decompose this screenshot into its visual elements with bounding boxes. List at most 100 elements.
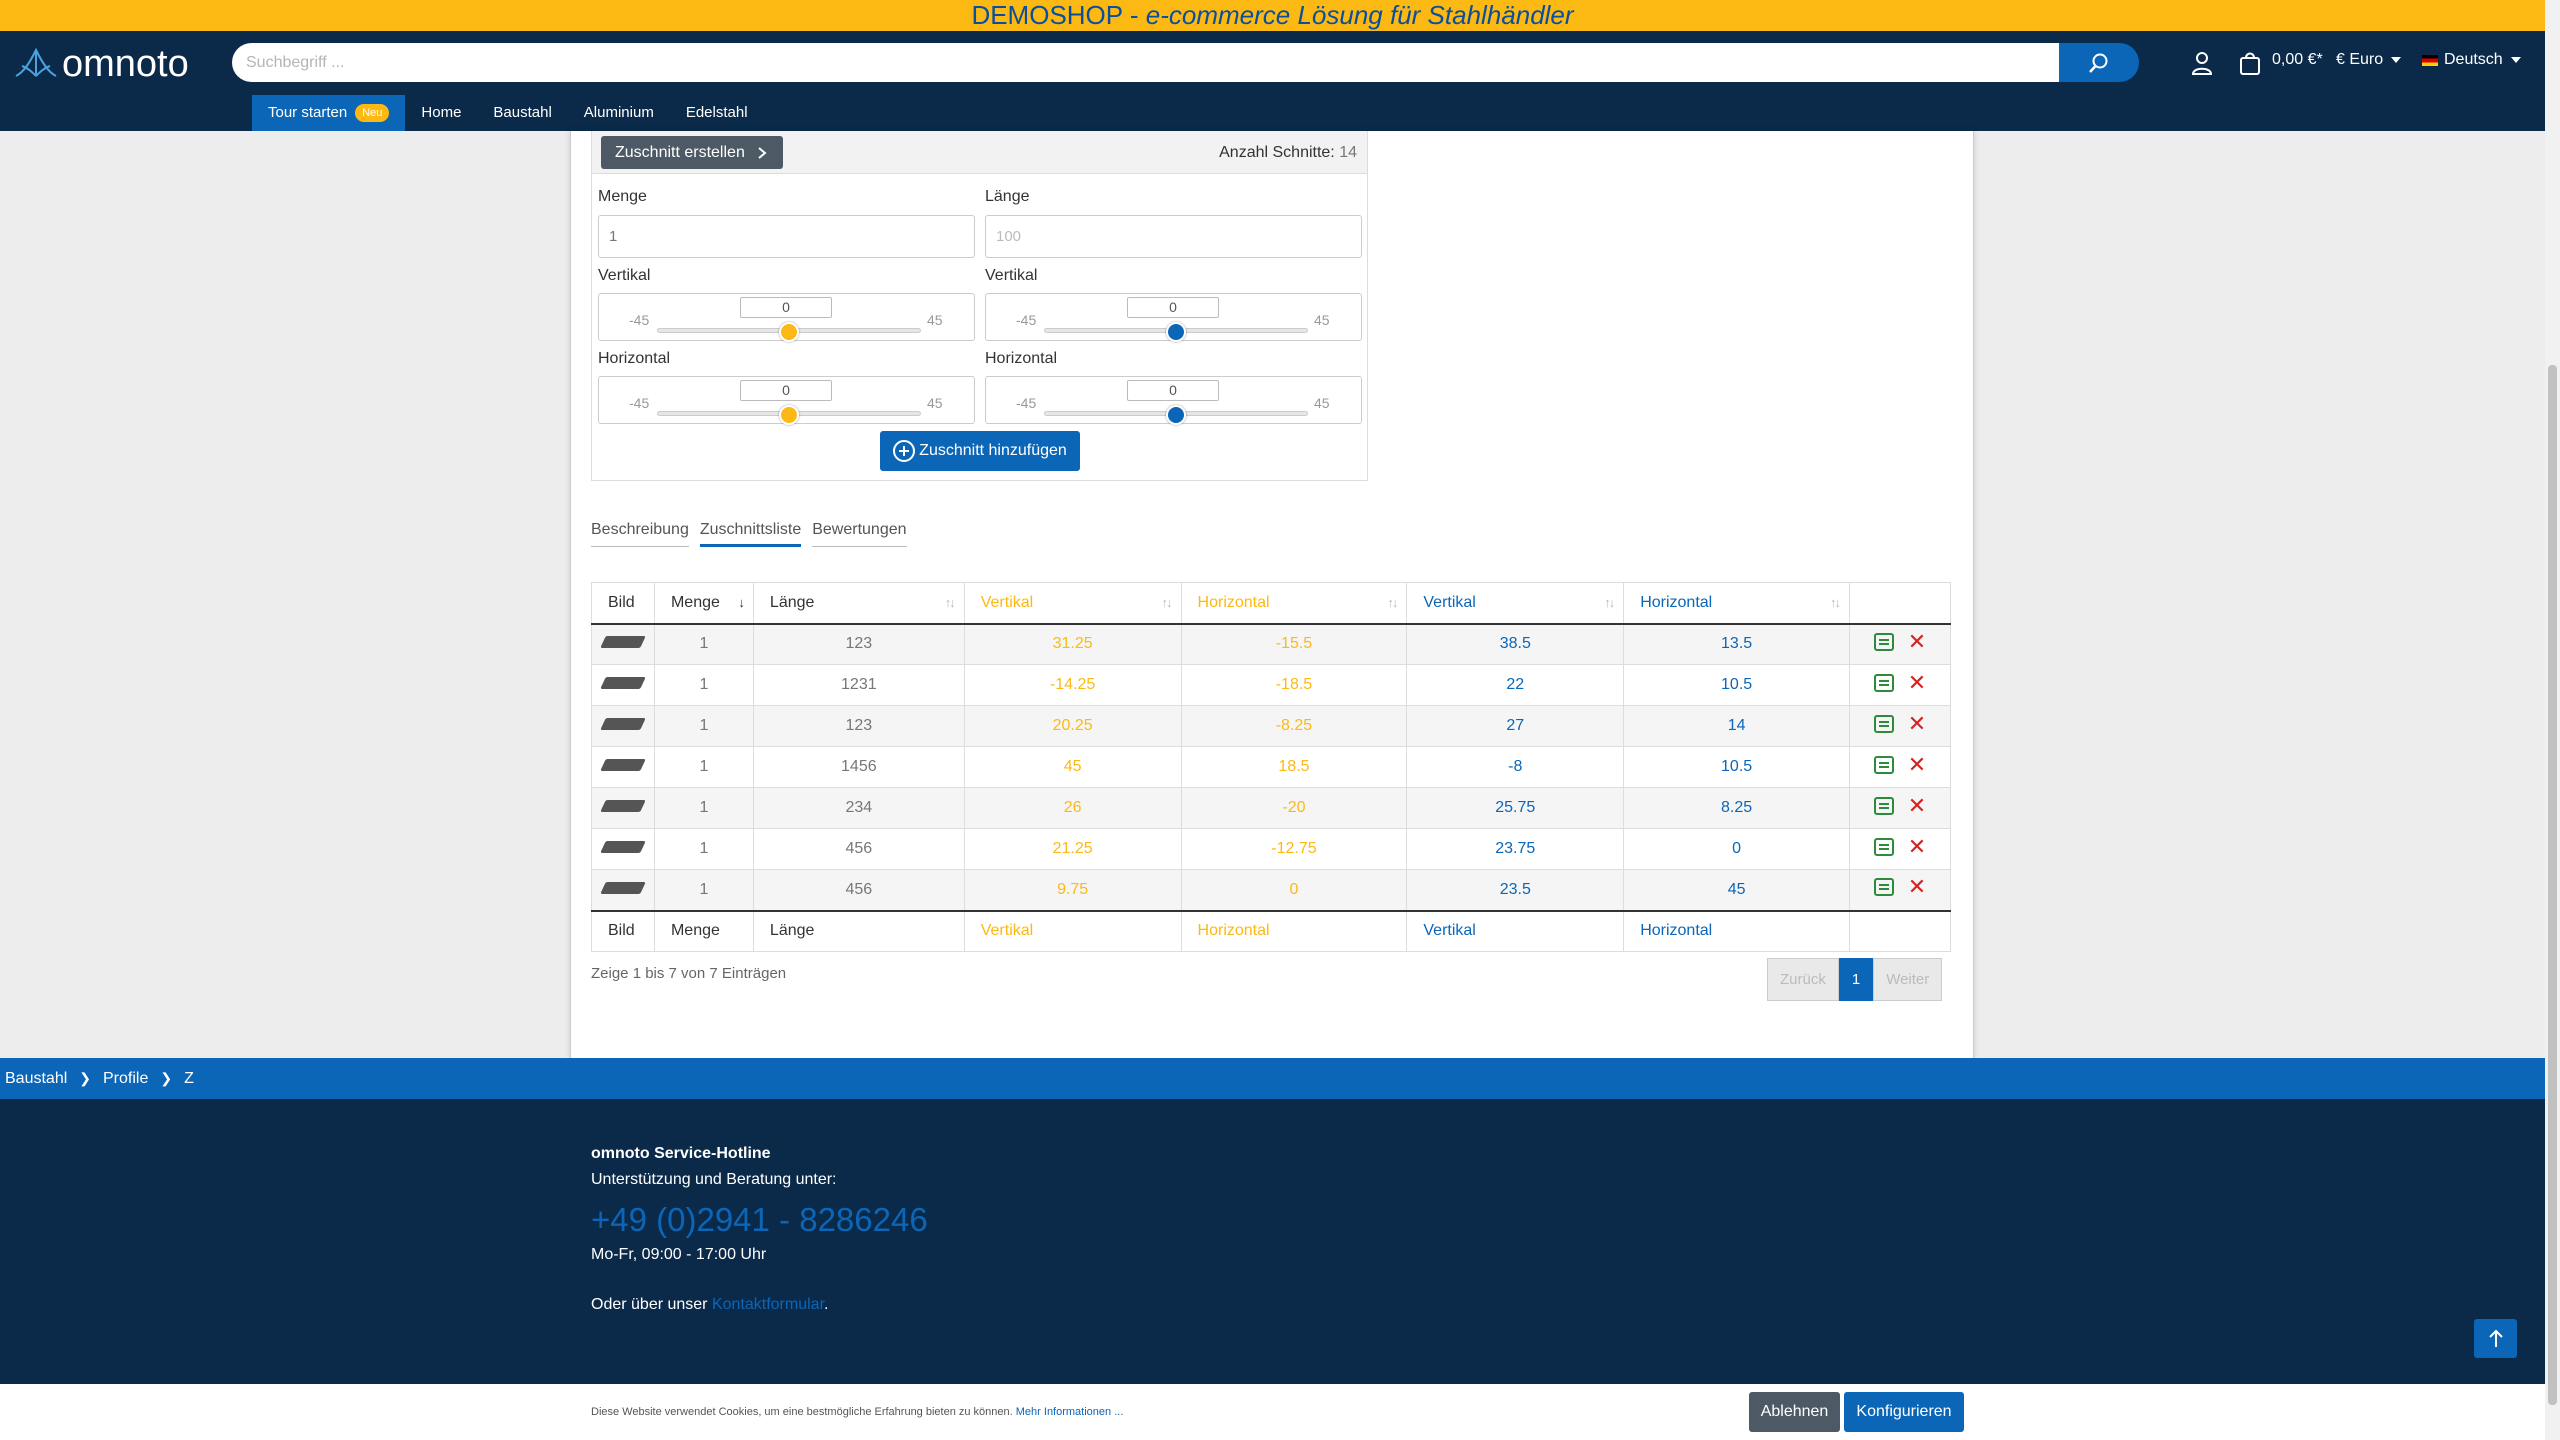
search-button[interactable] xyxy=(2059,43,2139,82)
nav-item-aluminium[interactable]: Aluminium xyxy=(583,104,654,121)
column-header-menge[interactable]: Menge ↓ xyxy=(653,582,754,625)
nav-item-edelstahl[interactable]: Edelstahl xyxy=(685,104,748,121)
column-header-laenge[interactable]: Länge ↑↓ xyxy=(752,582,965,625)
quantity-label: Menge xyxy=(598,188,647,205)
german-flag-icon xyxy=(2422,54,2438,66)
pager-next[interactable]: Weiter xyxy=(1873,958,1943,1001)
slider-value[interactable]: 0 xyxy=(740,297,832,318)
slider-min: -45 xyxy=(629,395,650,411)
right-vertical-slider[interactable]: -45 0 45 xyxy=(985,293,1362,342)
contact-form-link[interactable]: Kontaktformular xyxy=(711,1296,825,1313)
add-cut-button[interactable]: Zuschnitt hinzufügen xyxy=(880,431,1080,471)
edit-icon[interactable] xyxy=(1873,878,1894,897)
slider-handle[interactable] xyxy=(779,322,799,342)
slider-value[interactable]: 0 xyxy=(1127,297,1219,318)
table-cell: -18.5 xyxy=(1180,664,1408,706)
cookie-more-info-link[interactable]: Mehr Informationen ... xyxy=(1015,1406,1124,1418)
search-input[interactable] xyxy=(232,43,2059,82)
table-cell: 1 xyxy=(653,869,754,911)
quantity-input[interactable] xyxy=(598,215,975,258)
slider-value[interactable]: 0 xyxy=(740,380,832,401)
logo-text: omnoto xyxy=(62,42,189,85)
slider-value[interactable]: 0 xyxy=(1127,380,1219,401)
currency-select[interactable]: € Euro xyxy=(2336,51,2402,69)
table-cell: 456 xyxy=(752,869,965,911)
column-header-vertikal-right[interactable]: Vertikal ↑↓ xyxy=(1406,582,1625,625)
edit-icon[interactable] xyxy=(1873,796,1894,815)
slider-handle[interactable] xyxy=(1166,405,1186,425)
pager-page-1[interactable]: 1 xyxy=(1838,958,1874,1001)
footer-horizontal-left: Horizontal xyxy=(1180,909,1408,952)
delete-icon[interactable]: ✕ xyxy=(1907,833,1927,859)
edit-icon[interactable] xyxy=(1873,714,1894,733)
left-vertical-slider[interactable]: -45 0 45 xyxy=(598,293,975,342)
nav-item-baustahl[interactable]: Baustahl xyxy=(493,104,552,121)
scrollbar-thumb[interactable] xyxy=(2548,365,2557,1405)
delete-icon[interactable]: ✕ xyxy=(1907,751,1927,777)
cart-amount[interactable]: 0,00 €* xyxy=(2272,51,2323,68)
table-cell: 9.75 xyxy=(963,869,1182,911)
cut-count-value: 14 xyxy=(1339,144,1357,161)
pager-prev[interactable]: Zurück xyxy=(1767,958,1839,1001)
configure-cookies-button[interactable]: Konfigurieren xyxy=(1844,1392,1964,1432)
length-input[interactable] xyxy=(985,215,1362,258)
breadcrumb-baustahl[interactable]: Baustahl xyxy=(5,1069,68,1087)
tab-zuschnittsliste[interactable]: Zuschnittsliste xyxy=(699,521,802,547)
configurator-header: Zuschnitt erstellen Anzahl Schnitte: 14 xyxy=(592,131,1367,174)
site-footer: omnoto Service-Hotline Unterstützung und… xyxy=(0,1099,2545,1384)
delete-icon[interactable]: ✕ xyxy=(1907,792,1927,818)
currency-label: € Euro xyxy=(2336,51,2384,68)
delete-icon[interactable]: ✕ xyxy=(1907,874,1927,900)
hotline-phone[interactable]: +49 (0)2941 - 8286246 xyxy=(591,1201,928,1238)
right-horizontal-label: Horizontal xyxy=(985,350,1058,367)
column-header-vertikal-left[interactable]: Vertikal ↑↓ xyxy=(963,582,1182,625)
slider-handle[interactable] xyxy=(1166,322,1186,342)
edit-icon[interactable] xyxy=(1873,673,1894,692)
right-horizontal-slider[interactable]: -45 0 45 xyxy=(985,376,1362,425)
create-cut-button[interactable]: Zuschnitt erstellen xyxy=(601,136,783,169)
tab-bewertungen[interactable]: Bewertungen xyxy=(812,521,907,547)
language-select[interactable]: Deutsch xyxy=(2422,51,2521,69)
cart-icon[interactable] xyxy=(2236,49,2264,77)
column-header-horizontal-left[interactable]: Horizontal ↑↓ xyxy=(1180,582,1408,625)
breadcrumb-profile[interactable]: Profile xyxy=(103,1069,149,1087)
table-cell: 234 xyxy=(752,787,965,829)
profile-shape-icon xyxy=(600,881,646,894)
slider-max: 45 xyxy=(927,312,943,328)
page-scrollbar[interactable] xyxy=(2545,0,2560,1440)
decline-cookies-button[interactable]: Ablehnen xyxy=(1749,1392,1840,1432)
cut-list-table: Bild Menge ↓ Länge ↑↓ Vertikal ↑↓ Horizonta… xyxy=(591,582,1951,952)
table-header-row: Bild Menge ↓ Länge ↑↓ Vertikal ↑↓ Horizonta… xyxy=(591,582,1951,625)
pagination: Zurück 1 Weiter xyxy=(1767,958,1943,1001)
length-label: Länge xyxy=(985,188,1030,205)
left-horizontal-slider[interactable]: -45 0 45 xyxy=(598,376,975,425)
logo[interactable]: omnoto xyxy=(14,42,189,85)
edit-icon[interactable] xyxy=(1873,632,1894,651)
edit-icon[interactable] xyxy=(1873,755,1894,774)
scroll-to-top-button[interactable] xyxy=(2474,1319,2517,1358)
account-icon[interactable] xyxy=(2188,49,2216,77)
table-cell: -8.25 xyxy=(1180,705,1408,747)
slider-min: -45 xyxy=(1016,395,1037,411)
contact-line: Oder über unser Kontaktformular. xyxy=(591,1296,828,1314)
footer-actions xyxy=(1849,909,1951,952)
header-label: Horizontal xyxy=(1640,593,1713,611)
edit-icon[interactable] xyxy=(1873,837,1894,856)
slider-handle[interactable] xyxy=(779,405,799,425)
nav-item-home[interactable]: Home xyxy=(421,104,462,121)
tab-beschreibung[interactable]: Beschreibung xyxy=(591,521,689,547)
delete-icon[interactable]: ✕ xyxy=(1907,669,1927,695)
profile-thumbnail xyxy=(591,869,655,911)
table-cell: 1 xyxy=(653,746,754,788)
delete-icon[interactable]: ✕ xyxy=(1907,628,1927,654)
delete-icon[interactable]: ✕ xyxy=(1907,710,1927,736)
table-cell: 23.75 xyxy=(1406,828,1625,870)
table-cell: 1456 xyxy=(752,746,965,788)
sort-icon: ↑↓ xyxy=(1161,595,1173,610)
breadcrumb: Baustahl ❯ Profile ❯ Z xyxy=(0,1058,2545,1099)
left-horizontal-label: Horizontal xyxy=(598,350,671,367)
column-header-horizontal-right[interactable]: Horizontal ↑↓ xyxy=(1623,582,1851,625)
nav-tour-start[interactable]: Tour starten Neu xyxy=(252,95,406,131)
profile-shape-icon xyxy=(600,677,646,689)
hotline-hours: Mo-Fr, 09:00 - 17:00 Uhr xyxy=(591,1246,767,1263)
